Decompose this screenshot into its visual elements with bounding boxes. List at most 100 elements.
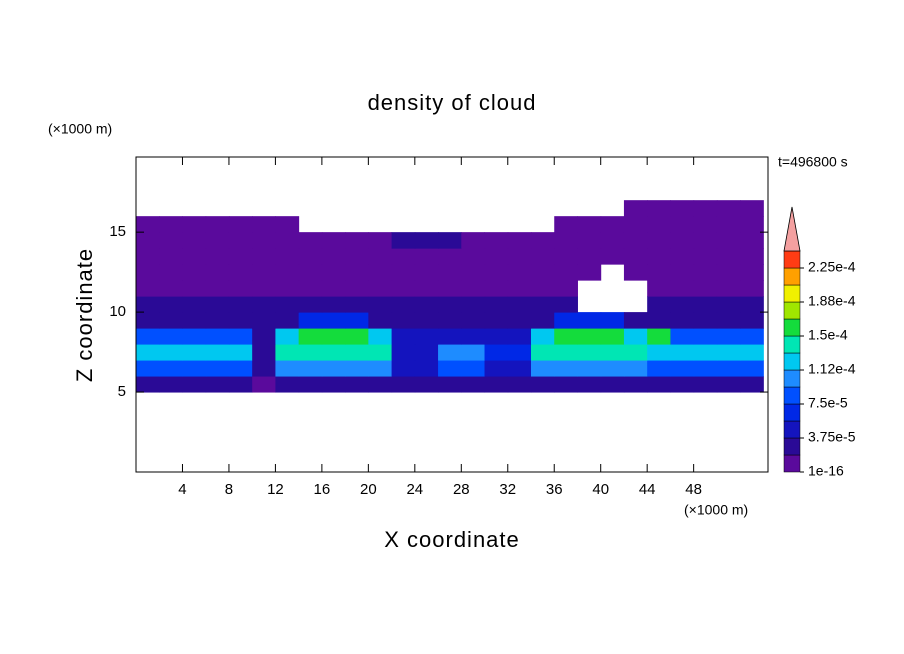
contour-cell — [716, 264, 741, 281]
contour-cell — [368, 280, 393, 297]
contour-cell — [414, 312, 439, 329]
contour-cell — [182, 296, 207, 313]
contour-cell — [647, 360, 671, 377]
contour-cell — [252, 264, 276, 281]
contour-cell — [554, 248, 578, 265]
y-axis-label: Z coordinate — [72, 248, 97, 382]
contour-cell — [507, 360, 532, 377]
contour-cell — [484, 328, 509, 345]
contour-cell — [182, 280, 207, 297]
contour-cell — [461, 280, 486, 297]
contour-cell — [740, 264, 764, 281]
contour-cell — [507, 296, 532, 313]
contour-cell — [577, 376, 602, 393]
contour-cell — [438, 360, 462, 377]
contour-cell — [693, 248, 718, 265]
contour-cell — [391, 264, 416, 281]
contour-cell — [716, 232, 741, 249]
contour-cell — [740, 376, 764, 393]
contour-cell — [228, 296, 253, 313]
contour-cell — [414, 344, 439, 361]
contour-cell — [716, 216, 741, 233]
contour-cell — [368, 376, 393, 393]
contour-cell — [716, 296, 741, 313]
contour-cell — [252, 216, 276, 233]
contour-cell — [461, 344, 486, 361]
contour-cell — [716, 376, 741, 393]
contour-cell — [647, 232, 671, 249]
contour-cell — [438, 376, 462, 393]
contour-cell — [252, 232, 276, 249]
contour-cell — [577, 328, 602, 345]
contour-cell — [205, 216, 230, 233]
contour-cell — [461, 376, 486, 393]
contour-cell — [461, 328, 486, 345]
contour-cell — [391, 296, 416, 313]
contour-cell — [670, 296, 695, 313]
contour-cell — [531, 328, 555, 345]
x-tick-label: 44 — [639, 481, 656, 498]
contour-cell — [623, 360, 648, 377]
contour-cell — [275, 344, 300, 361]
contour-cell — [600, 216, 625, 233]
chart-title: density of cloud — [368, 90, 537, 115]
contour-cell — [298, 264, 323, 281]
contour-cell — [600, 248, 625, 265]
contour-cell — [438, 280, 462, 297]
contour-cell — [275, 264, 300, 281]
contour-cell — [531, 360, 555, 377]
contour-cell — [414, 296, 439, 313]
contour-cell — [298, 232, 323, 249]
contour-cell — [623, 312, 648, 329]
contour-cell — [252, 280, 276, 297]
x-tick-label: 12 — [267, 481, 284, 498]
contour-cell — [461, 232, 486, 249]
contour-cell — [205, 248, 230, 265]
contour-cell — [159, 280, 183, 297]
contour-cell — [670, 312, 695, 329]
contour-cell — [438, 344, 462, 361]
contour-cell — [275, 312, 300, 329]
contour-cell — [391, 280, 416, 297]
contour-cell — [716, 200, 741, 217]
contour-cell — [670, 344, 695, 361]
contour-cell — [600, 360, 625, 377]
colorbar-box — [783, 352, 801, 371]
contour-cell — [577, 264, 602, 281]
contour-cell — [670, 200, 695, 217]
contour-cell — [647, 376, 671, 393]
contour-cell — [321, 344, 346, 361]
contour-cell — [484, 344, 509, 361]
contour-cell — [321, 232, 346, 249]
contour-cell — [159, 344, 183, 361]
contour-cell — [252, 360, 276, 377]
contour-cell — [484, 296, 509, 313]
contour-cell — [507, 344, 532, 361]
contour-cell — [252, 376, 276, 393]
contour-cell — [531, 296, 555, 313]
contour-cell — [740, 296, 764, 313]
contour-cell — [484, 312, 509, 329]
x-tick-label: 16 — [314, 481, 331, 498]
colorbar-box — [783, 284, 801, 303]
contour-cell — [345, 312, 369, 329]
contour-cell — [740, 232, 764, 249]
contour-cell — [438, 296, 462, 313]
contour-cell — [693, 328, 718, 345]
colorbar-tick-label: 7.5e-5 — [808, 395, 848, 411]
contour-cell — [321, 328, 346, 345]
contour-cell — [461, 360, 486, 377]
contour-cell — [391, 232, 416, 249]
plot-frame — [135, 156, 769, 473]
contour-cell — [670, 216, 695, 233]
contour-cell — [577, 360, 602, 377]
contour-cell — [623, 376, 648, 393]
contour-cell — [531, 280, 555, 297]
contour-cell — [182, 360, 207, 377]
contour-cell — [600, 328, 625, 345]
contour-cell — [693, 360, 718, 377]
colorbar-box — [783, 420, 801, 439]
contour-cell — [647, 280, 671, 297]
contour-cell — [507, 248, 532, 265]
